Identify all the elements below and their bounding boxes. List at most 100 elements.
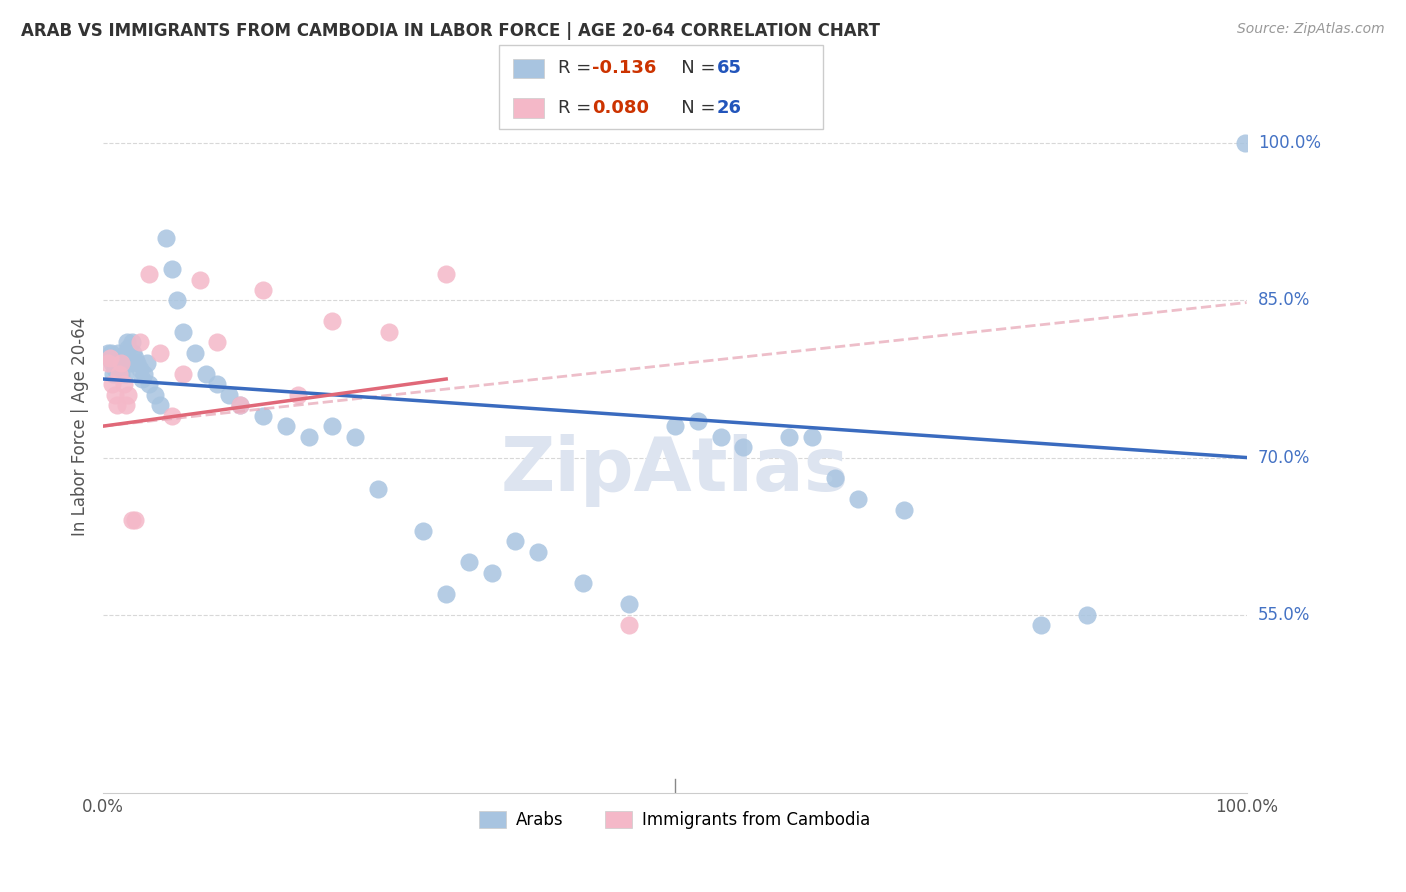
Legend: Arabs, Immigrants from Cambodia: Arabs, Immigrants from Cambodia	[472, 804, 877, 836]
Point	[114, 367, 136, 381]
Point	[97, 346, 120, 360]
Point	[617, 618, 640, 632]
Point	[172, 367, 194, 381]
Point	[103, 361, 125, 376]
Point	[138, 267, 160, 281]
Point	[149, 346, 172, 360]
Point	[127, 356, 149, 370]
Text: 65: 65	[717, 60, 742, 78]
Point	[846, 492, 869, 507]
Text: 55.0%: 55.0%	[1258, 606, 1310, 624]
Point	[104, 356, 127, 370]
Point	[617, 597, 640, 611]
Point	[105, 351, 128, 365]
Point	[207, 377, 229, 392]
Point	[824, 471, 846, 485]
Point	[121, 513, 143, 527]
Point	[124, 513, 146, 527]
Point	[124, 351, 146, 365]
Point	[128, 361, 150, 376]
Point	[1076, 607, 1098, 622]
Text: N =: N =	[664, 99, 721, 117]
Point	[252, 283, 274, 297]
Point	[434, 587, 457, 601]
Point	[526, 545, 548, 559]
Point	[107, 346, 129, 360]
Text: 0.080: 0.080	[592, 99, 650, 117]
Point	[160, 409, 183, 423]
Point	[207, 335, 229, 350]
Point	[321, 314, 343, 328]
Text: R =: R =	[558, 99, 598, 117]
Text: ZipAtlas: ZipAtlas	[501, 434, 849, 507]
Point	[108, 367, 131, 381]
Point	[481, 566, 503, 580]
Point	[101, 356, 124, 370]
Point	[115, 398, 138, 412]
Point	[110, 356, 132, 370]
Point	[229, 398, 252, 412]
Point	[367, 482, 389, 496]
Point	[103, 388, 125, 402]
Point	[121, 335, 143, 350]
Point	[458, 555, 481, 569]
Point	[111, 351, 134, 365]
Point	[143, 388, 166, 402]
Point	[105, 398, 128, 412]
Point	[98, 351, 121, 365]
Point	[112, 356, 135, 370]
Point	[686, 414, 709, 428]
Text: -0.136: -0.136	[592, 60, 657, 78]
Text: Source: ZipAtlas.com: Source: ZipAtlas.com	[1237, 22, 1385, 37]
Point	[117, 341, 139, 355]
Point	[135, 356, 157, 370]
Point	[97, 356, 120, 370]
Point	[108, 356, 131, 370]
Point	[801, 429, 824, 443]
Point	[160, 262, 183, 277]
Point	[733, 440, 755, 454]
Point	[893, 503, 915, 517]
Point	[274, 419, 297, 434]
Point	[1029, 618, 1052, 632]
Point	[710, 429, 733, 443]
Point	[572, 576, 595, 591]
Point	[101, 377, 124, 392]
Text: N =: N =	[664, 60, 721, 78]
Point	[117, 388, 139, 402]
Text: 70.0%: 70.0%	[1258, 449, 1310, 467]
Point	[166, 293, 188, 308]
Point	[118, 356, 141, 370]
Point	[503, 534, 526, 549]
Text: R =: R =	[558, 60, 598, 78]
Point	[110, 361, 132, 376]
Point	[98, 351, 121, 365]
Point	[115, 335, 138, 350]
Point	[172, 325, 194, 339]
Point	[103, 367, 125, 381]
Point	[155, 230, 177, 244]
Text: ARAB VS IMMIGRANTS FROM CAMBODIA IN LABOR FORCE | AGE 20-64 CORRELATION CHART: ARAB VS IMMIGRANTS FROM CAMBODIA IN LABO…	[21, 22, 880, 40]
Point	[188, 272, 211, 286]
Text: 85.0%: 85.0%	[1258, 292, 1310, 310]
Text: 100.0%: 100.0%	[1258, 135, 1320, 153]
Point	[252, 409, 274, 423]
Point	[110, 367, 132, 381]
Point	[321, 419, 343, 434]
Point	[287, 388, 309, 402]
Point	[229, 398, 252, 412]
Text: 26: 26	[717, 99, 742, 117]
Point	[343, 429, 366, 443]
Point	[100, 346, 122, 360]
Point	[128, 335, 150, 350]
Point	[149, 398, 172, 412]
Y-axis label: In Labor Force | Age 20-64: In Labor Force | Age 20-64	[72, 317, 89, 536]
Point	[664, 419, 686, 434]
Point	[131, 372, 153, 386]
Point	[112, 377, 135, 392]
Point	[412, 524, 434, 538]
Point	[134, 367, 156, 381]
Point	[778, 429, 800, 443]
Point	[218, 388, 240, 402]
Point	[138, 377, 160, 392]
